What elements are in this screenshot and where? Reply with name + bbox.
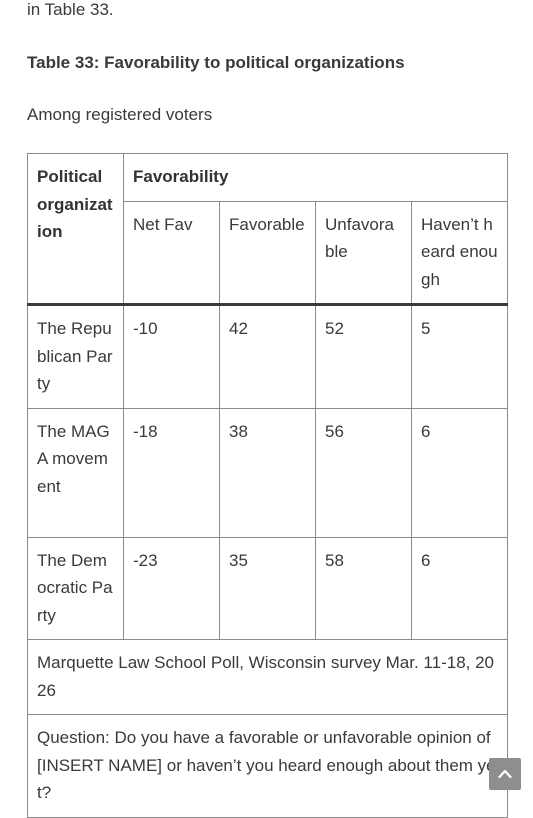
table-subheader-row: Net Fav Favorable Unfavorable Haven’t he… [28, 200, 509, 306]
cell-havent-heard: 6 [410, 536, 509, 640]
table-source-row: Marquette Law School Poll, Wisconsin sur… [26, 639, 509, 715]
cell-unfavorable: 58 [315, 536, 412, 640]
header-net-fav: Net Fav [123, 200, 220, 306]
scroll-to-top-button[interactable] [489, 758, 521, 790]
cell-favorable: 35 [219, 536, 316, 640]
cell-unfavorable: 56 [315, 407, 412, 538]
cell-organization: The Republican Party [27, 304, 124, 409]
table-header-row: Political organization Favorability [27, 153, 509, 306]
cell-havent-heard: 6 [410, 407, 509, 538]
header-favorability: Favorability [122, 153, 509, 202]
cell-net-fav: -18 [123, 407, 220, 538]
table-question-row: Question: Do you have a favorable or unf… [26, 714, 509, 818]
cell-favorable: 42 [219, 304, 316, 409]
table-row: The Republican Party -10 42 52 5 [27, 304, 509, 409]
cell-unfavorable: 52 [315, 304, 412, 409]
header-political-organization: Political organization [27, 153, 124, 306]
cell-organization: The Democratic Party [27, 536, 124, 640]
table-row: The Democratic Party -23 35 58 6 [27, 536, 509, 640]
table-title: Table 33: Favorability to political orga… [27, 53, 405, 72]
header-favorable: Favorable [219, 200, 316, 306]
header-unfavorable: Unfavorable [315, 200, 412, 306]
cell-net-fav: -10 [123, 304, 220, 409]
intro-text: in Table 33. [27, 0, 114, 19]
table-subtitle: Among registered voters [27, 105, 213, 124]
chevron-up-icon [498, 769, 512, 779]
cell-organization: The MAGA movement [27, 407, 124, 538]
table-question-note: Question: Do you have a favorable or unf… [26, 714, 509, 818]
table-source-note: Marquette Law School Poll, Wisconsin sur… [26, 639, 509, 715]
table-row: The MAGA movement -18 38 56 6 [27, 407, 509, 538]
header-havent-heard: Haven’t heard enough [410, 200, 509, 306]
cell-net-fav: -23 [123, 536, 220, 640]
favorability-table: Political organization Favorability Net … [26, 153, 509, 818]
cell-havent-heard: 5 [410, 304, 509, 409]
cell-favorable: 38 [219, 407, 316, 538]
